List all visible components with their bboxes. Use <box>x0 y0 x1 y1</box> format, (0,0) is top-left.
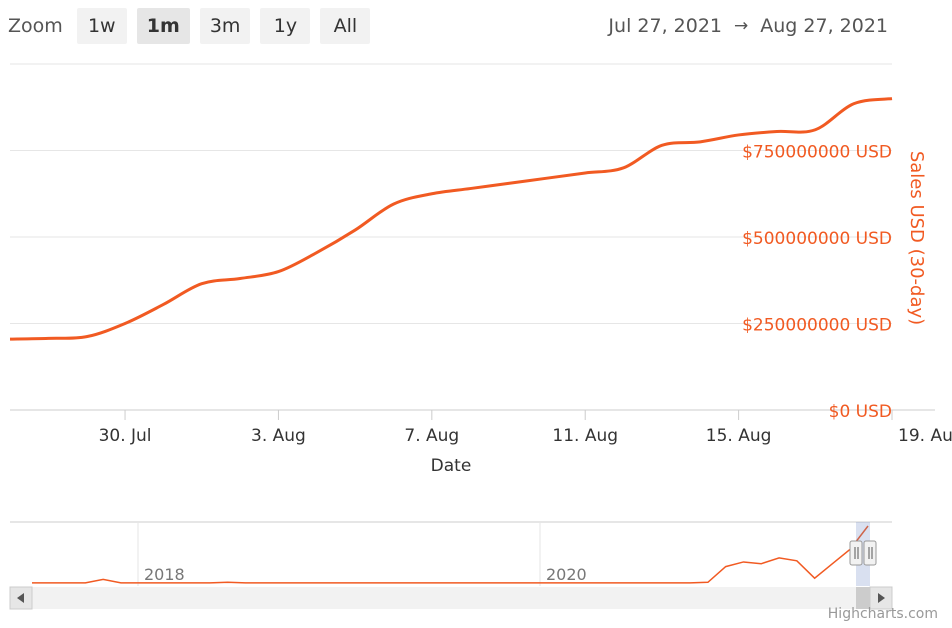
x-tick-label: 11. Aug <box>552 426 618 446</box>
credits-link[interactable]: Highcharts.com <box>827 606 938 622</box>
zoom-1y-button[interactable]: 1y <box>260 8 311 44</box>
navigator-tick-label: 2018 <box>144 565 185 584</box>
navigator-handle-right[interactable] <box>863 540 877 566</box>
scrollbar-thumb[interactable] <box>856 587 870 609</box>
navigator-tick-label: 2020 <box>546 565 587 584</box>
x-tick-label: 19. Aug <box>898 426 952 446</box>
scroll-right-icon <box>878 593 885 603</box>
zoom-label: Zoom <box>8 15 63 37</box>
x-tick-label: 7. Aug <box>404 426 459 446</box>
zoom-3m-button[interactable]: 3m <box>199 8 251 44</box>
navigator-series <box>32 525 869 584</box>
x-tick-label: 15. Aug <box>706 426 772 446</box>
x-axis-title: Date <box>431 456 472 476</box>
navigator[interactable]: 2018 2020 <box>10 521 892 586</box>
range-selector: Zoom 1w 1m 3m 1y All <box>8 8 380 44</box>
scrollbar[interactable] <box>9 586 893 610</box>
y-tick-label: $250000000 USD <box>742 316 892 336</box>
y-tick-label: $750000000 USD <box>742 143 892 163</box>
navigator-handle-left[interactable] <box>849 540 863 566</box>
y-axis: $0 USD $250000000 USD $500000000 USD $75000… <box>742 143 892 423</box>
zoom-1m-button[interactable]: 1m <box>136 8 190 44</box>
navigator-window[interactable] <box>856 522 870 586</box>
range-arrow-icon: → <box>734 16 749 36</box>
scrollbar-track[interactable] <box>10 587 892 609</box>
y-tick-label: $500000000 USD <box>742 229 892 249</box>
zoom-all-button[interactable]: All <box>320 8 371 44</box>
scroll-left-icon <box>17 593 24 603</box>
y-axis-title: Sales USD (30-day) <box>906 151 927 325</box>
range-to-date[interactable]: Aug 27, 2021 <box>760 15 888 37</box>
x-tick-label: 3. Aug <box>251 426 306 446</box>
range-from-date[interactable]: Jul 27, 2021 <box>608 15 722 37</box>
date-range: Jul 27, 2021 → Aug 27, 2021 <box>608 10 888 42</box>
y-tick-label: $0 USD <box>829 402 892 422</box>
series-line <box>9 97 893 341</box>
sales-line <box>9 97 893 341</box>
x-axis: 30. Jul 3. Aug 7. Aug 11. Aug 15. Aug 19. Aug <box>10 409 952 446</box>
x-tick-label: 30. Jul <box>99 426 152 446</box>
zoom-1w-button[interactable]: 1w <box>76 8 127 44</box>
